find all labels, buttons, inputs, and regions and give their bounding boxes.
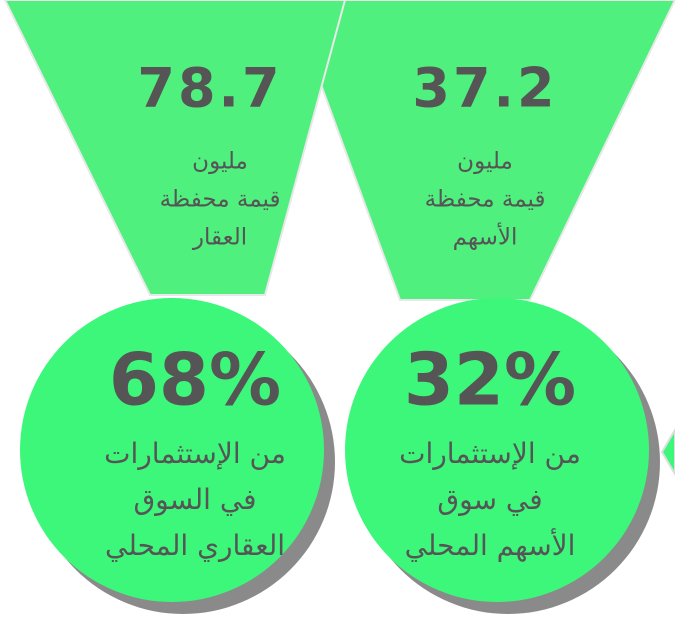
amount-caption: قيمة محفظة (160, 187, 281, 213)
amount-caption: مليون (457, 149, 513, 175)
amount-caption: الأسهم (453, 223, 518, 251)
left-triangle (3, 0, 347, 296)
percent: 32% (404, 338, 576, 422)
percent-caption: في سوق (437, 483, 542, 516)
right-circle (345, 298, 649, 602)
arrow (660, 428, 675, 476)
amount-caption: مليون (192, 149, 248, 175)
amount: 37.2 (412, 57, 557, 120)
right-triangle (288, 0, 675, 301)
amount: 78.7 (137, 57, 282, 120)
left-circle (20, 298, 324, 602)
percent-caption: من الإستثمارات (104, 437, 286, 470)
percent-caption: في السوق (133, 483, 256, 516)
amount-caption: قيمة محفظة (425, 187, 546, 213)
percent-caption: العقاري المحلي (105, 529, 285, 562)
percent: 68% (109, 338, 281, 422)
percent-caption: الأسهم المحلي (405, 527, 576, 562)
amount-caption: العقار (192, 225, 247, 251)
percent-caption: من الإستثمارات (399, 437, 581, 470)
